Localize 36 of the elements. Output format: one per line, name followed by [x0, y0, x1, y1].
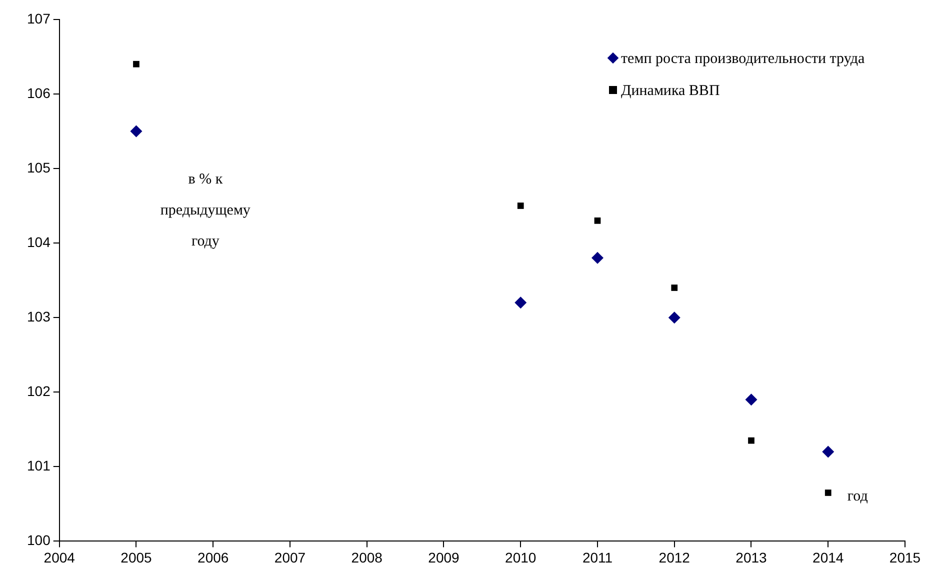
y-axis-title: в % к предыдущему году — [160, 172, 251, 250]
legend-label: Динамика ВВП — [621, 82, 720, 101]
x-tick-label: 2012 — [658, 549, 690, 566]
y-tick-label: 107 — [27, 10, 51, 26]
x-tick-label: 2010 — [505, 549, 536, 566]
point — [671, 284, 678, 291]
x-tick-label: 2013 — [736, 549, 768, 566]
y-tick-label: 106 — [27, 84, 51, 101]
point — [745, 394, 758, 406]
point — [130, 125, 142, 138]
y-tick-label: 104 — [27, 234, 51, 250]
point — [668, 312, 680, 324]
point — [517, 202, 524, 209]
x-tick-label: 2008 — [351, 549, 383, 566]
x-tick-label: 2014 — [812, 549, 844, 566]
y-tick-label: 101 — [27, 458, 51, 474]
x-tick-label: 2007 — [274, 549, 306, 566]
x-tick-label: 2011 — [582, 549, 613, 566]
y-tick-label: 102 — [27, 382, 51, 399]
point — [594, 217, 601, 224]
point — [824, 490, 832, 496]
point — [748, 437, 754, 444]
y-tick-label: 105 — [27, 159, 51, 176]
x-axis-title: год — [847, 488, 868, 504]
x-tick-label: 2005 — [120, 549, 152, 566]
x-tick-label: 2004 — [44, 549, 76, 566]
legend-label: темп роста производительности труда — [621, 50, 865, 69]
x-tick-label: 2015 — [889, 549, 921, 566]
point — [133, 60, 140, 68]
x-tick-label: 2009 — [428, 549, 460, 566]
point — [822, 446, 834, 458]
point — [591, 252, 604, 264]
point — [514, 296, 527, 309]
y-tick-label: 100 — [27, 532, 51, 548]
x-tick-label: 2006 — [198, 549, 229, 566]
y-tick-label: 103 — [27, 308, 51, 324]
